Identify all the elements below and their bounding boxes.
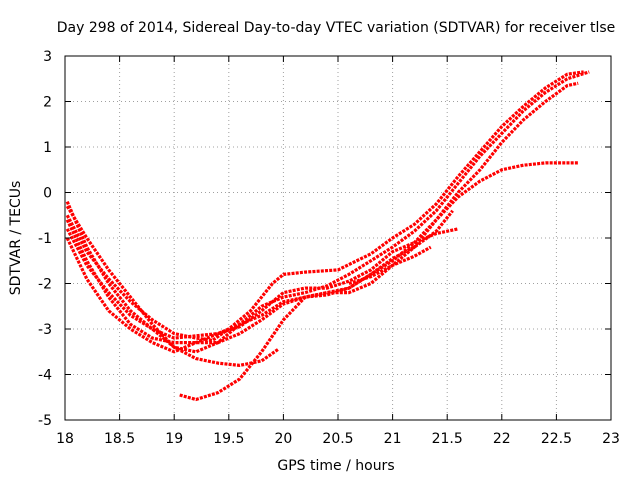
y-tick-label: -1 (38, 231, 52, 247)
data-series (65, 70, 590, 402)
y-tick-label: -5 (38, 413, 52, 429)
x-tick-label: 21.5 (432, 431, 463, 447)
series-track-8 (348, 245, 432, 286)
y-tick-label: 0 (43, 186, 52, 202)
series-track-2 (65, 70, 590, 354)
y-tick-label: 3 (43, 49, 52, 65)
grid-lines (65, 56, 611, 420)
series-track-7 (65, 209, 454, 345)
chart-title: Day 298 of 2014, Sidereal Day-to-day VTE… (57, 20, 616, 36)
series-track-1 (65, 70, 584, 342)
x-tick-label: 23 (602, 431, 620, 447)
y-tick-label: -2 (38, 277, 52, 293)
x-tick-label: 18 (56, 431, 74, 447)
y-tick-label: 1 (43, 140, 52, 156)
x-tick-label: 22 (493, 431, 511, 447)
x-tick-label: 22.5 (541, 431, 572, 447)
y-tick-label: -4 (38, 368, 52, 384)
series-track-5 (179, 161, 579, 402)
x-tick-label: 19 (165, 431, 183, 447)
x-tick-label: 18.5 (104, 431, 135, 447)
y-tick-label: 2 (43, 95, 52, 111)
series-track-3 (65, 205, 279, 367)
x-tick-label: 20 (274, 431, 292, 447)
axis-ticks: 18 18.5 19 19.5 20 20.5 21 21.5 22 22.5 23-5-4-3-2… (38, 49, 620, 447)
series-track-6 (65, 200, 459, 340)
x-tick-label: 21 (384, 431, 402, 447)
y-tick-label: -3 (38, 322, 52, 338)
x-tick-label: 20.5 (322, 431, 353, 447)
y-axis-label: SDTVAR / TECUs (8, 181, 24, 296)
x-tick-label: 19.5 (213, 431, 244, 447)
x-axis-label: GPS time / hours (277, 458, 394, 474)
